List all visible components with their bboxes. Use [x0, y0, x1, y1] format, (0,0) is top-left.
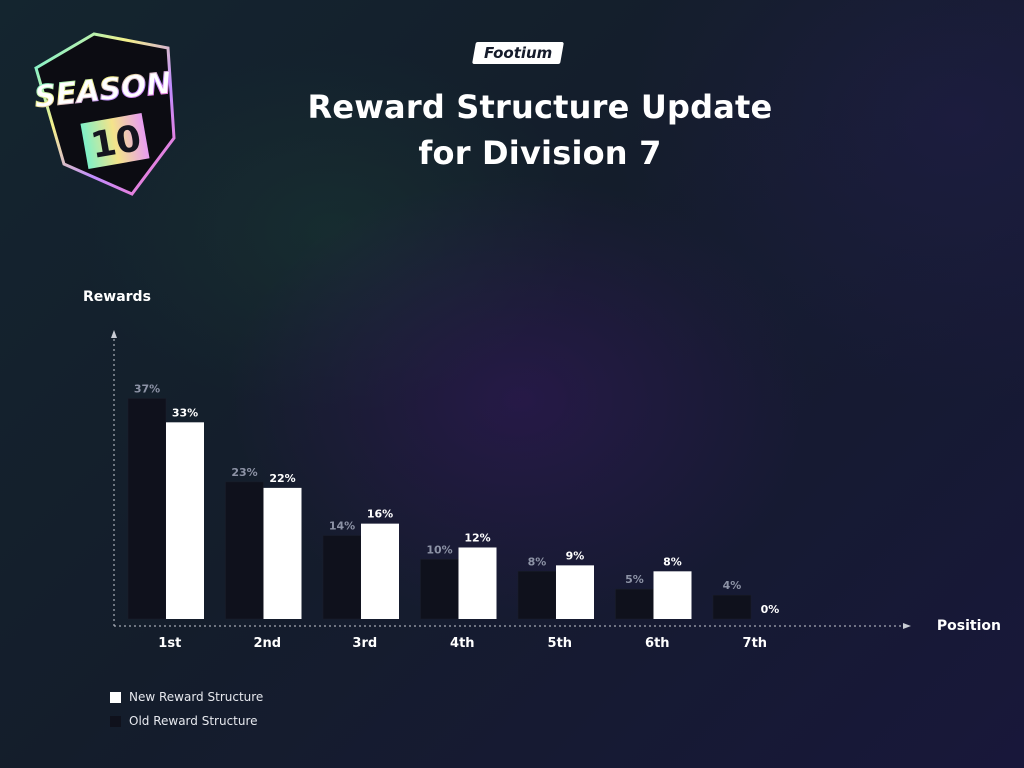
data-label-old-1st: 37% — [134, 382, 160, 395]
bar-new-3rd — [361, 523, 399, 619]
bar-new-1st — [166, 422, 204, 619]
y-axis-label: Rewards — [83, 289, 151, 305]
title-line-2: for Division 7 — [418, 134, 662, 172]
bar-old-3rd — [322, 535, 362, 620]
x-axis-label: Position — [937, 618, 1001, 634]
data-label-old-5th: 8% — [528, 555, 547, 568]
x-tick-label-2nd: 2nd — [253, 636, 281, 651]
data-label-old-2nd: 23% — [231, 466, 257, 479]
bar-new-4th — [458, 547, 497, 619]
title-line-1: Reward Structure Update — [307, 88, 773, 126]
x-tick-label-7th: 7th — [743, 636, 768, 651]
x-tick-label-1st: 1st — [158, 636, 181, 651]
legend-label-old: Old Reward Structure — [129, 714, 258, 728]
bar-old-1st — [127, 398, 167, 620]
x-tick-label-3rd: 3rd — [352, 636, 377, 651]
chart-legend: New Reward Structure Old Reward Structur… — [110, 685, 263, 733]
bar-new-5th — [556, 565, 594, 619]
data-label-old-6th: 5% — [625, 573, 644, 586]
legend-item-new: New Reward Structure — [110, 685, 263, 709]
data-label-new-1st: 33% — [172, 406, 198, 419]
y-axis-arrow-icon — [111, 330, 117, 338]
x-tick-label-4th: 4th — [450, 636, 475, 651]
bar-old-7th — [712, 594, 752, 620]
reward-bar-chart: Rewards Position 37% 33% 1st 23% 22% 2nd 14% 16… — [83, 289, 1001, 651]
x-tick-label-6th: 6th — [645, 636, 670, 651]
season-10-badge: SEASON 10 — [28, 30, 183, 200]
badge-season-number: 10 — [88, 118, 144, 167]
bar-new-6th — [653, 571, 692, 619]
legend-label-new: New Reward Structure — [129, 690, 264, 704]
bar-old-6th — [615, 588, 654, 620]
x-tick-label-5th: 5th — [548, 636, 573, 651]
data-label-old-7th: 4% — [723, 579, 742, 592]
legend-item-old: Old Reward Structure — [110, 709, 263, 733]
legend-swatch-new — [110, 691, 121, 703]
data-label-new-5th: 9% — [566, 549, 585, 562]
data-label-new-4th: 12% — [464, 531, 490, 544]
bar-old-4th — [420, 559, 459, 620]
bar-old-5th — [517, 571, 557, 620]
bar-new-2nd — [263, 487, 302, 619]
data-label-old-4th: 10% — [426, 543, 452, 556]
data-label-new-3rd: 16% — [367, 508, 393, 521]
data-label-new-2nd: 22% — [269, 472, 295, 485]
data-label-new-6th: 8% — [663, 555, 682, 568]
data-label-old-3rd: 14% — [329, 520, 355, 533]
page-title: Reward Structure Update for Division 7 — [220, 84, 860, 176]
badge-shield-icon: SEASON 10 — [32, 32, 176, 196]
legend-swatch-old — [110, 715, 121, 727]
x-axis-arrow-icon — [903, 623, 911, 629]
data-label-new-7th: 0% — [761, 603, 780, 616]
bar-old-2nd — [225, 481, 264, 620]
